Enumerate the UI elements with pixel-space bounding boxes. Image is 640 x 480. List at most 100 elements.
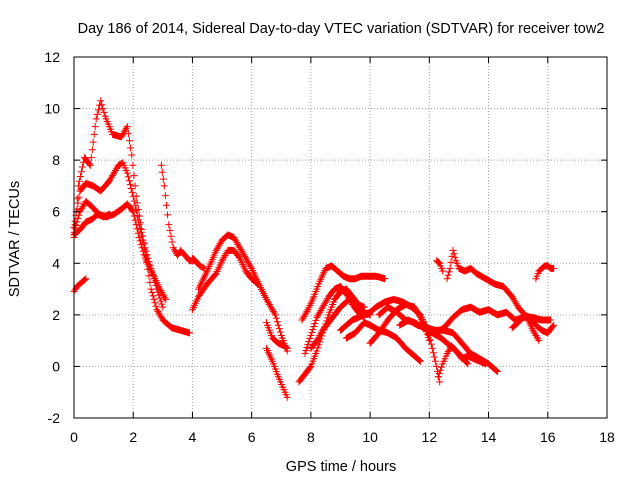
data-point: [215, 272, 217, 275]
data-point: [76, 285, 78, 288]
data-point: [339, 285, 342, 288]
data-point: [244, 257, 247, 259]
data-point: [188, 332, 191, 334]
x-tick-label: 0: [70, 429, 78, 445]
data-point: [301, 319, 303, 321]
x-tick-label: 18: [599, 429, 615, 445]
data-point: [316, 316, 318, 319]
data-point: [461, 308, 463, 311]
data-point: [455, 259, 457, 262]
series-track-23: [433, 257, 447, 275]
series-track-11: [263, 344, 291, 401]
data-point: [99, 100, 102, 102]
data-point: [304, 352, 306, 355]
data-point: [239, 257, 241, 259]
data-point: [493, 283, 496, 285]
data-point: [450, 345, 453, 347]
y-axis-label: SDTVAR / TECUs: [7, 181, 23, 297]
data-point: [496, 314, 499, 316]
data-point: [233, 236, 235, 239]
data-point: [496, 370, 499, 373]
data-point: [529, 316, 531, 319]
data-point: [108, 180, 111, 182]
data-point: [132, 195, 134, 197]
series-track-10: [263, 319, 291, 352]
y-tick-label: 10: [44, 101, 60, 117]
data-point: [163, 185, 166, 187]
grid-lines: [74, 57, 607, 418]
data-point: [404, 303, 407, 306]
data-point: [407, 319, 410, 321]
data-point: [327, 296, 330, 298]
series-track-9: [194, 231, 291, 355]
data-point: [517, 321, 519, 324]
data-point: [360, 275, 363, 278]
data-point: [199, 265, 201, 267]
data-point: [111, 133, 114, 136]
data-point: [271, 337, 274, 339]
data-point: [425, 327, 428, 329]
data-point: [404, 347, 407, 350]
data-point: [339, 306, 342, 308]
data-point: [310, 347, 312, 350]
data-point: [233, 249, 235, 252]
data-point: [502, 285, 505, 288]
data-point: [443, 327, 445, 329]
data-point: [438, 262, 441, 265]
data-point: [535, 278, 537, 280]
data-point: [375, 306, 377, 308]
data-point: [413, 355, 416, 357]
data-point: [437, 375, 440, 378]
data-point: [120, 208, 123, 210]
data-point: [514, 319, 516, 321]
data-point: [227, 249, 229, 252]
data-point: [159, 288, 161, 290]
data-point: [104, 115, 106, 118]
data-point: [470, 306, 472, 308]
chart-title: Day 186 of 2014, Sidereal Day-to-day VTE…: [78, 21, 605, 37]
series-track-14: [301, 283, 368, 357]
data-point: [172, 247, 174, 249]
data-point: [547, 332, 549, 334]
x-tick-label: 12: [422, 429, 438, 445]
data-point: [396, 337, 398, 339]
data-point: [79, 229, 81, 231]
data-point: [162, 306, 164, 308]
data-point: [92, 185, 94, 187]
data-point: [523, 314, 525, 316]
data-point: [333, 288, 336, 290]
series-track-25: [508, 311, 558, 337]
data-point: [398, 324, 401, 327]
data-point: [458, 267, 460, 270]
data-point: [179, 329, 182, 332]
data-point: [475, 272, 478, 275]
data-point: [478, 360, 481, 363]
data-point: [363, 314, 366, 316]
data-point: [280, 334, 283, 337]
data-point: [461, 357, 463, 360]
data-point: [369, 324, 371, 327]
data-point: [384, 301, 386, 303]
data-point: [441, 363, 444, 365]
data-point: [369, 311, 371, 314]
data-point: [449, 267, 451, 270]
data-point: [478, 311, 481, 314]
series-track-7: [188, 254, 208, 272]
data-point: [413, 306, 416, 308]
data-point: [221, 259, 223, 262]
data-point: [206, 270, 209, 272]
data-point: [505, 311, 508, 314]
data-point: [401, 301, 404, 303]
data-point: [307, 308, 309, 311]
data-point: [438, 381, 441, 383]
data-point: [215, 249, 217, 252]
data-point: [113, 213, 115, 216]
data-point: [108, 213, 111, 216]
data-point: [470, 267, 472, 270]
data-point: [324, 267, 327, 270]
data-point: [95, 118, 97, 120]
data-point: [162, 319, 164, 321]
data-point: [188, 259, 191, 262]
data-point: [319, 280, 321, 283]
